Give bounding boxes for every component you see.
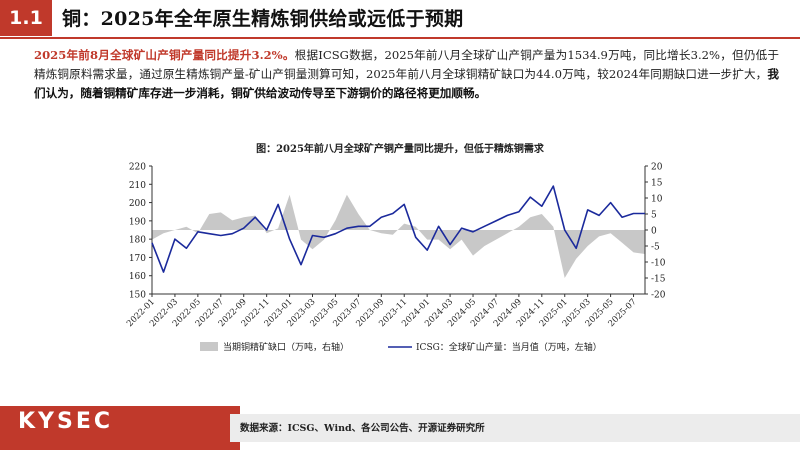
conclusion-text: 我们认为，随着铜精矿库存进一步消耗，铜矿供给波动传导至下游铜价的路径将更加顺畅。 [34,67,779,100]
data-source: 数据来源：ICSG、Wind、各公司公告、开源证券研究所 [240,423,485,434]
title-underline [0,37,800,39]
figure-title: 图：2025年前八月全球矿产铜产量同比提升，但低于精炼铜需求 [256,144,544,155]
left-tick-label: 170 [129,254,146,264]
legend-line-label: ICSG：全球矿山产量：当月值（万吨，左轴） [416,341,602,353]
kysec-logo: KYSEC [18,409,113,434]
right-tick-label: 0 [651,227,657,237]
right-tick-label: -15 [651,275,666,285]
copper-supply-chart: 150 160 170 180 190 200 210 220 -20 -15 -10 -5 0 5 10 1… [125,163,666,354]
footer: KYSEC 数据来源：ICSG、Wind、各公司公告、开源证券研究所 [0,406,800,450]
left-tick-label: 150 [129,291,146,301]
left-tick-label: 180 [129,236,146,246]
right-tick-label: -10 [651,259,666,269]
body-text: 根据ICSG数据，2025年前八月全球矿山产铜产量为1534.9万吨，同比增长3… [34,48,779,81]
page-title: 铜：2025年全年原生精炼铜供给或远低于预期 [62,8,464,30]
left-tick-label: 220 [129,163,146,173]
series-icsg-mine-output-line [151,185,645,273]
series-copper-concentrate-gap-area [152,194,645,278]
right-tick-label: -5 [651,243,660,253]
left-tick-label: 160 [129,272,146,282]
legend-area-label: 当期铜精矿缺口（万吨，右轴） [223,341,349,353]
highlight-sentence: 2025年前8月全球矿山产铜产量同比提升3.2%。 [34,48,295,62]
source-band [230,414,800,442]
left-tick-label: 210 [129,181,146,191]
legend-area-swatch [200,342,218,351]
summary-paragraph: 2025年前8月全球矿山产铜产量同比提升3.2%。根据ICSG数据，2025年前… [34,46,779,103]
left-tick-label: 200 [129,199,146,209]
right-tick-label: 5 [651,211,657,221]
section-number: 1.1 [0,0,52,36]
right-tick-label: 10 [651,195,663,205]
right-tick-label: -20 [651,291,666,301]
left-tick-label: 190 [129,217,146,227]
right-tick-label: 20 [651,163,663,173]
right-tick-label: 15 [651,179,663,189]
brand-block: KYSEC [0,406,240,450]
header: 1.1 铜：2025年全年原生精炼铜供给或远低于预期 [0,0,800,40]
